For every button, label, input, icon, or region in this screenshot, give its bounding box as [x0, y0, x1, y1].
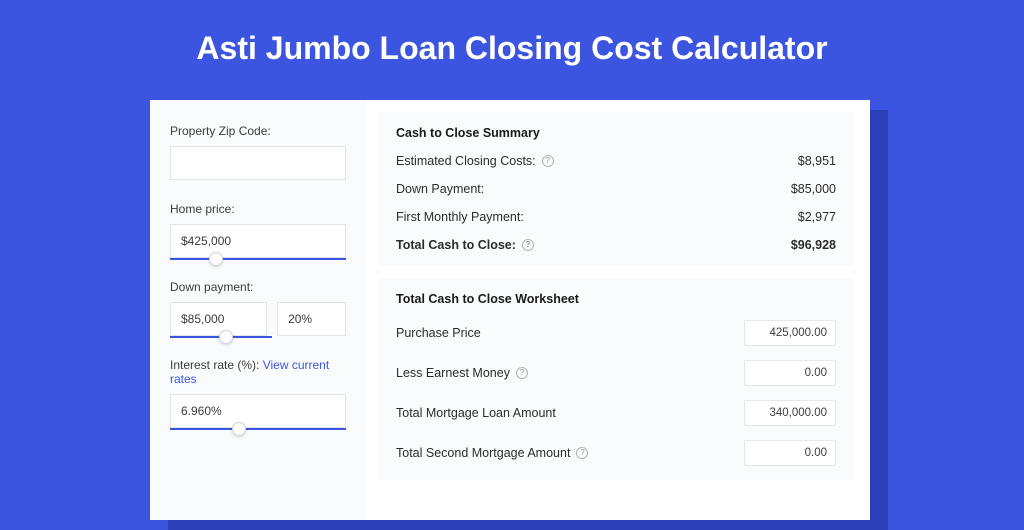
interest-label: Interest rate (%): View current rates [170, 358, 346, 386]
interest-field-group: Interest rate (%): View current rates [170, 358, 346, 428]
interest-input[interactable] [170, 394, 346, 428]
summary-total-label: Total Cash to Close: ? [396, 238, 534, 252]
summary-total-label-text: Total Cash to Close: [396, 238, 516, 252]
zip-input[interactable] [170, 146, 346, 180]
home-price-slider-thumb[interactable] [209, 252, 223, 266]
worksheet-row-value: 0.00 [744, 360, 836, 386]
summary-row-label: Estimated Closing Costs: ? [396, 154, 554, 168]
help-icon[interactable]: ? [522, 239, 534, 251]
home-price-field-group: Home price: [170, 202, 346, 258]
worksheet-row: Total Second Mortgage Amount ? 0.00 [396, 440, 836, 466]
summary-row-value: $2,977 [798, 210, 836, 224]
down-payment-slider-thumb[interactable] [219, 330, 233, 344]
worksheet-panel: Total Cash to Close Worksheet Purchase P… [378, 278, 854, 480]
summary-row: Down Payment: $85,000 [396, 182, 836, 196]
help-icon[interactable]: ? [576, 447, 588, 459]
zip-label: Property Zip Code: [170, 124, 346, 138]
home-price-label: Home price: [170, 202, 346, 216]
help-icon[interactable]: ? [516, 367, 528, 379]
summary-total-value: $96,928 [791, 238, 836, 252]
worksheet-row-label-text: Less Earnest Money [396, 366, 510, 380]
summary-row-value: $8,951 [798, 154, 836, 168]
interest-label-text: Interest rate (%): [170, 358, 259, 372]
summary-row: Estimated Closing Costs: ? $8,951 [396, 154, 836, 168]
summary-panel: Cash to Close Summary Estimated Closing … [378, 112, 854, 266]
summary-row-value: $85,000 [791, 182, 836, 196]
interest-slider-thumb[interactable] [232, 422, 246, 436]
summary-heading: Cash to Close Summary [396, 126, 836, 140]
worksheet-row: Less Earnest Money ? 0.00 [396, 360, 836, 386]
worksheet-row-label-text: Total Second Mortgage Amount [396, 446, 570, 460]
summary-row-label: First Monthly Payment: [396, 210, 524, 224]
down-payment-label: Down payment: [170, 280, 346, 294]
worksheet-row-label: Total Mortgage Loan Amount [396, 406, 556, 420]
summary-row-label: Down Payment: [396, 182, 484, 196]
calculator-card: Property Zip Code: Home price: Down paym… [150, 100, 870, 520]
worksheet-heading: Total Cash to Close Worksheet [396, 292, 836, 306]
worksheet-row-label: Purchase Price [396, 326, 481, 340]
worksheet-row: Purchase Price 425,000.00 [396, 320, 836, 346]
home-price-input[interactable] [170, 224, 346, 258]
down-payment-pct-input[interactable] [277, 302, 346, 336]
summary-row: First Monthly Payment: $2,977 [396, 210, 836, 224]
zip-field-group: Property Zip Code: [170, 124, 346, 180]
summary-total-row: Total Cash to Close: ? $96,928 [396, 238, 836, 252]
interest-slider[interactable] [170, 428, 346, 430]
help-icon[interactable]: ? [542, 155, 554, 167]
worksheet-row-label: Less Earnest Money ? [396, 366, 528, 380]
down-payment-field-group: Down payment: [170, 280, 346, 336]
results-main: Cash to Close Summary Estimated Closing … [366, 100, 870, 520]
worksheet-row-value: 425,000.00 [744, 320, 836, 346]
down-payment-input[interactable] [170, 302, 267, 336]
worksheet-row: Total Mortgage Loan Amount 340,000.00 [396, 400, 836, 426]
worksheet-row-label: Total Second Mortgage Amount ? [396, 446, 588, 460]
worksheet-row-value: 340,000.00 [744, 400, 836, 426]
home-price-slider[interactable] [170, 258, 346, 260]
worksheet-row-value: 0.00 [744, 440, 836, 466]
input-sidebar: Property Zip Code: Home price: Down paym… [150, 100, 366, 520]
page-title: Asti Jumbo Loan Closing Cost Calculator [0, 0, 1024, 93]
summary-row-label-text: Estimated Closing Costs: [396, 154, 536, 168]
